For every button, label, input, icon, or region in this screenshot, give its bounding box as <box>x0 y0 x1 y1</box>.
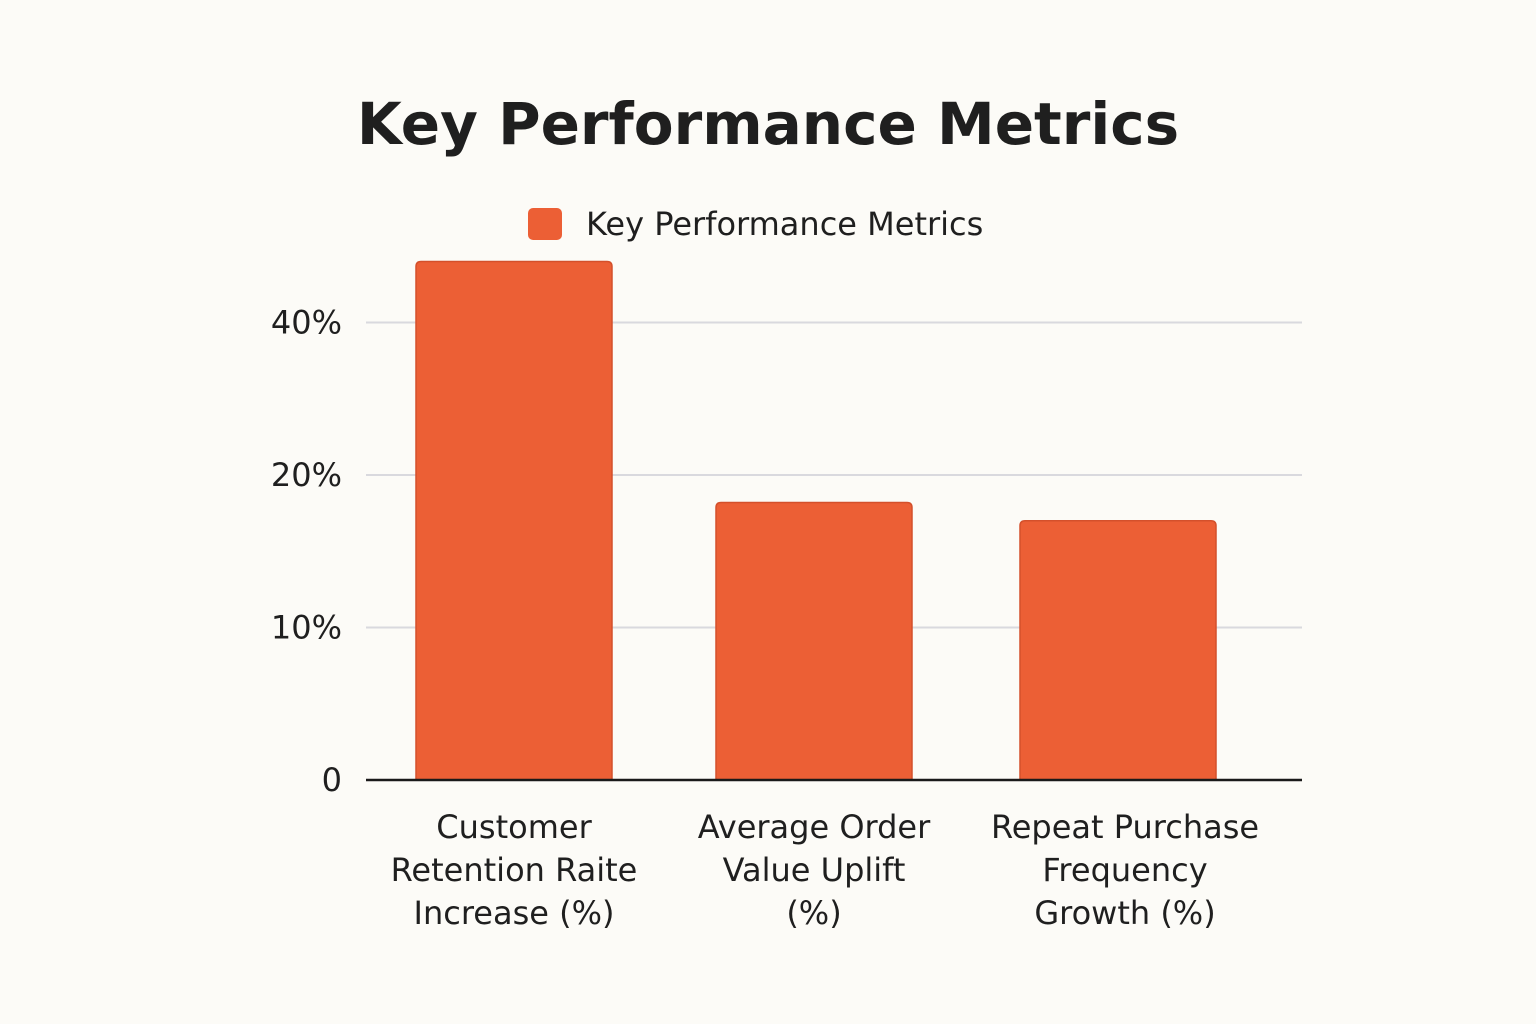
legend-label: Key Performance Metrics <box>586 205 984 243</box>
x-category-label: Repeat Purchase Frequency Growth (%) <box>991 808 1259 932</box>
x-category-label-line: Frequency <box>1042 851 1207 889</box>
bar <box>715 501 913 781</box>
bar <box>415 260 613 781</box>
x-category-labels: Customer Retention Raite Increase (%) Avera… <box>391 808 1259 932</box>
x-category-label-line: Retention Raite <box>391 851 638 889</box>
x-category-label-line: (%) <box>786 894 841 932</box>
y-tick-label: 40% <box>271 304 342 342</box>
x-category-label: Customer Retention Raite Increase (%) <box>391 808 638 932</box>
legend: Key Performance Metrics <box>528 200 983 248</box>
x-category-label-line: Customer <box>436 808 592 846</box>
x-category-label: Average Order Value Uplift (%) <box>698 808 931 932</box>
legend-swatch <box>528 208 562 240</box>
x-category-label-line: Increase (%) <box>414 894 615 932</box>
x-category-label-line: Repeat Purchase <box>991 808 1259 846</box>
y-tick-labels: 0 10% 20% 40% <box>271 304 342 800</box>
x-category-label-line: Value Uplift <box>723 851 906 889</box>
x-category-label-line: Average Order <box>698 808 931 846</box>
y-tick-label: 0 <box>322 761 342 799</box>
y-tick-label: 10% <box>271 609 342 647</box>
y-tick-label: 20% <box>271 456 342 494</box>
x-category-label-line: Growth (%) <box>1034 894 1215 932</box>
bars <box>415 260 1217 781</box>
chart-title: Key Performance Metrics <box>356 90 1180 158</box>
bar <box>1019 520 1217 781</box>
